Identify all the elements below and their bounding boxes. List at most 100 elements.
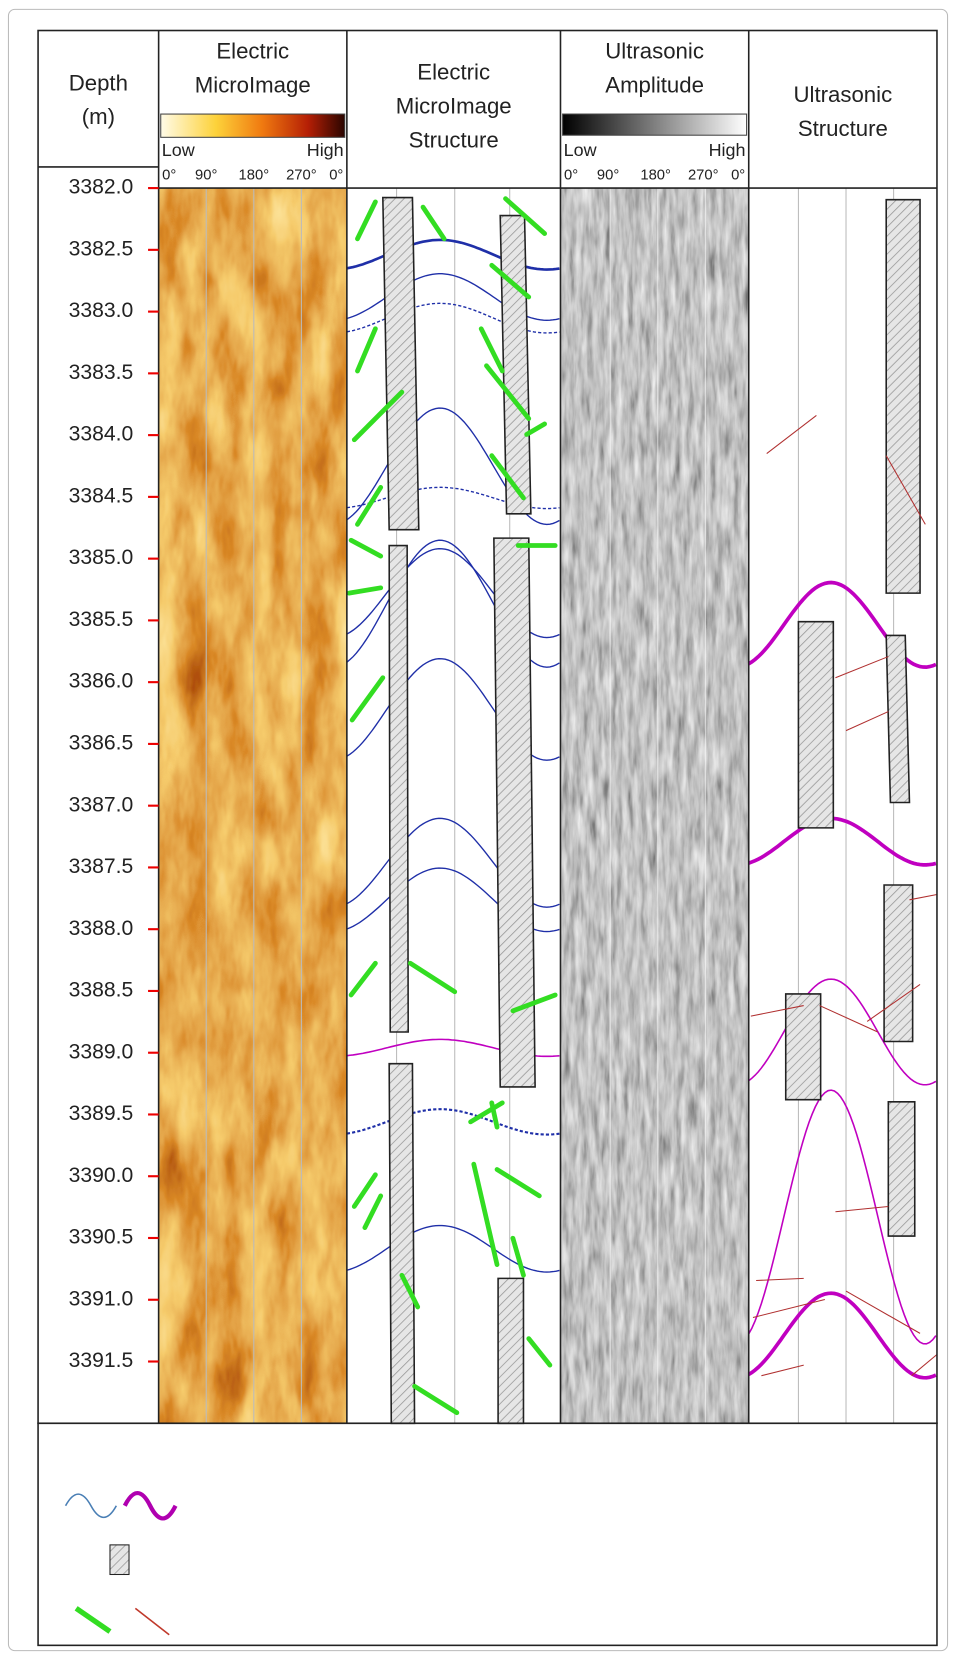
fracture <box>355 199 378 242</box>
fracture <box>349 675 386 723</box>
fracture <box>911 1354 938 1377</box>
fracture <box>885 455 926 525</box>
depth-label: 3383.0 <box>69 299 134 322</box>
depth-label: 3389.0 <box>69 1040 134 1063</box>
scale-high: High <box>709 140 746 160</box>
axis-title: Depth <box>69 70 128 95</box>
azimuth-label: 180° <box>640 167 671 183</box>
track-title: Electric <box>216 39 289 64</box>
depth-label: 3388.0 <box>69 917 134 940</box>
fracture <box>489 262 532 300</box>
fracture <box>750 1005 804 1017</box>
breakout <box>797 620 835 829</box>
azimuth-label: 90° <box>597 167 619 183</box>
breakout <box>388 1062 416 1425</box>
azimuth-label: 270° <box>286 167 317 183</box>
fracture <box>510 1235 526 1278</box>
azimuth-label: 0° <box>564 167 578 183</box>
scale-high: High <box>307 140 344 160</box>
fracture <box>355 326 378 374</box>
depth-label: 3384.5 <box>69 484 134 507</box>
scale-low: Low <box>162 140 196 160</box>
track-title: Electric <box>417 60 490 85</box>
scale-low: Low <box>564 140 598 160</box>
depth-label: 3382.0 <box>69 176 134 199</box>
breakout <box>883 884 914 1043</box>
depth-label: 3391.5 <box>69 1349 134 1372</box>
fracture <box>471 1161 500 1268</box>
depth-label: 3390.0 <box>69 1164 134 1187</box>
fracture <box>478 326 505 374</box>
fracture <box>489 1100 500 1130</box>
fracture <box>524 421 548 437</box>
fracture <box>484 363 532 422</box>
features <box>346 196 938 1425</box>
breakout <box>885 634 911 804</box>
depth-label: 3383.5 <box>69 361 134 384</box>
fracture <box>348 960 378 998</box>
frame <box>7 8 949 1652</box>
fracture <box>845 1290 921 1334</box>
legend-icons <box>64 1491 178 1636</box>
planar-feature <box>748 1089 937 1345</box>
fracture <box>845 711 889 732</box>
fracture <box>835 656 889 679</box>
breakout <box>887 1100 916 1237</box>
breakout <box>499 214 532 515</box>
azimuth-label: 0° <box>329 167 343 183</box>
track-title: Structure <box>798 116 888 141</box>
planar-feature <box>346 1224 560 1273</box>
depth-label: 3387.5 <box>69 855 134 878</box>
breakout <box>382 196 420 531</box>
color-scale <box>160 113 346 138</box>
axis-title: (m) <box>82 104 115 129</box>
planar-feature <box>748 978 937 1086</box>
fracture <box>468 1100 505 1125</box>
ultrasonic-image <box>560 188 749 1424</box>
azimuth-label: 270° <box>688 167 719 183</box>
fracture <box>866 983 921 1022</box>
planar-feature <box>747 1291 937 1380</box>
depth-label: 3386.5 <box>69 732 134 755</box>
track-title: MicroImage <box>195 72 311 97</box>
fracture <box>348 537 384 559</box>
fracture <box>407 960 458 995</box>
depth-label: 3386.0 <box>69 670 134 693</box>
fracture <box>819 1005 878 1033</box>
track-title: Ultrasonic <box>605 39 704 64</box>
track-title: Amplitude <box>605 72 704 97</box>
fracture <box>351 389 405 443</box>
depth-label: 3385.5 <box>69 608 134 631</box>
breakout <box>388 544 409 1033</box>
depth-label: 3391.0 <box>69 1287 134 1310</box>
fracture <box>835 1205 889 1213</box>
depth-label: 3384.0 <box>69 423 134 446</box>
track-title: Ultrasonic <box>794 82 893 107</box>
fracture <box>761 1364 804 1377</box>
gray-scale <box>562 113 748 136</box>
azimuth-label: 0° <box>162 167 176 183</box>
fracture <box>766 415 817 454</box>
fracture <box>494 1167 542 1199</box>
depth-label: 3382.5 <box>69 237 134 260</box>
depth-label: 3388.5 <box>69 979 134 1002</box>
fracture <box>510 992 558 1014</box>
planar-feature <box>748 816 937 867</box>
fracture <box>362 1193 384 1231</box>
electric-image <box>158 188 347 1424</box>
track-title: MicroImage <box>396 94 512 119</box>
fracture <box>351 1172 378 1209</box>
borders <box>37 29 938 1647</box>
fracture <box>503 196 548 236</box>
breakout <box>493 537 536 1088</box>
azimuth-label: 90° <box>195 167 217 183</box>
depth-label: 3389.5 <box>69 1102 134 1125</box>
fracture <box>752 1299 825 1319</box>
track-title: Structure <box>409 127 499 152</box>
depth-label: 3385.0 <box>69 546 134 569</box>
breakout <box>784 993 822 1101</box>
fracture <box>346 585 384 596</box>
fracture <box>399 1272 421 1310</box>
breakout <box>885 198 921 594</box>
